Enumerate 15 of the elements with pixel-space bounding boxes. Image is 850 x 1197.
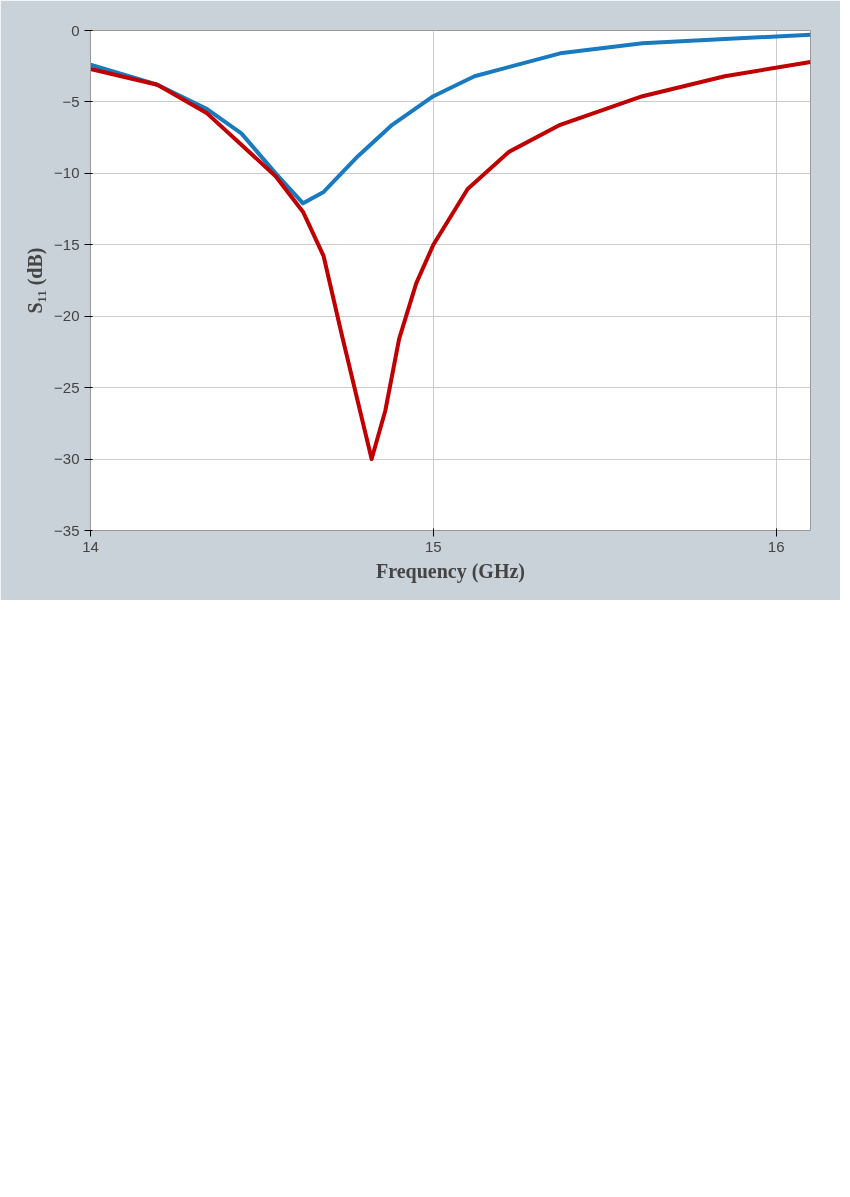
y-tick-label: −25 xyxy=(54,378,80,396)
y-tick-label: −20 xyxy=(54,307,80,325)
y-tick-label: −30 xyxy=(54,450,80,468)
x-tick-label: 14 xyxy=(82,537,99,555)
y-tick-label: 0 xyxy=(71,21,80,39)
x-tick-label: 16 xyxy=(767,537,785,555)
line-series xyxy=(90,32,811,206)
y-tick-label: −35 xyxy=(54,521,80,539)
y-tick-label: −5 xyxy=(62,92,80,110)
x-axis-title: Frequency (GHz) xyxy=(375,559,526,583)
x-tick-label: 15 xyxy=(425,537,442,555)
y-tick-label: −15 xyxy=(54,235,80,253)
y-axis-title: S₁₁ (dB) xyxy=(24,247,48,314)
y-tick-label: −10 xyxy=(54,164,80,182)
line-series xyxy=(90,59,811,462)
